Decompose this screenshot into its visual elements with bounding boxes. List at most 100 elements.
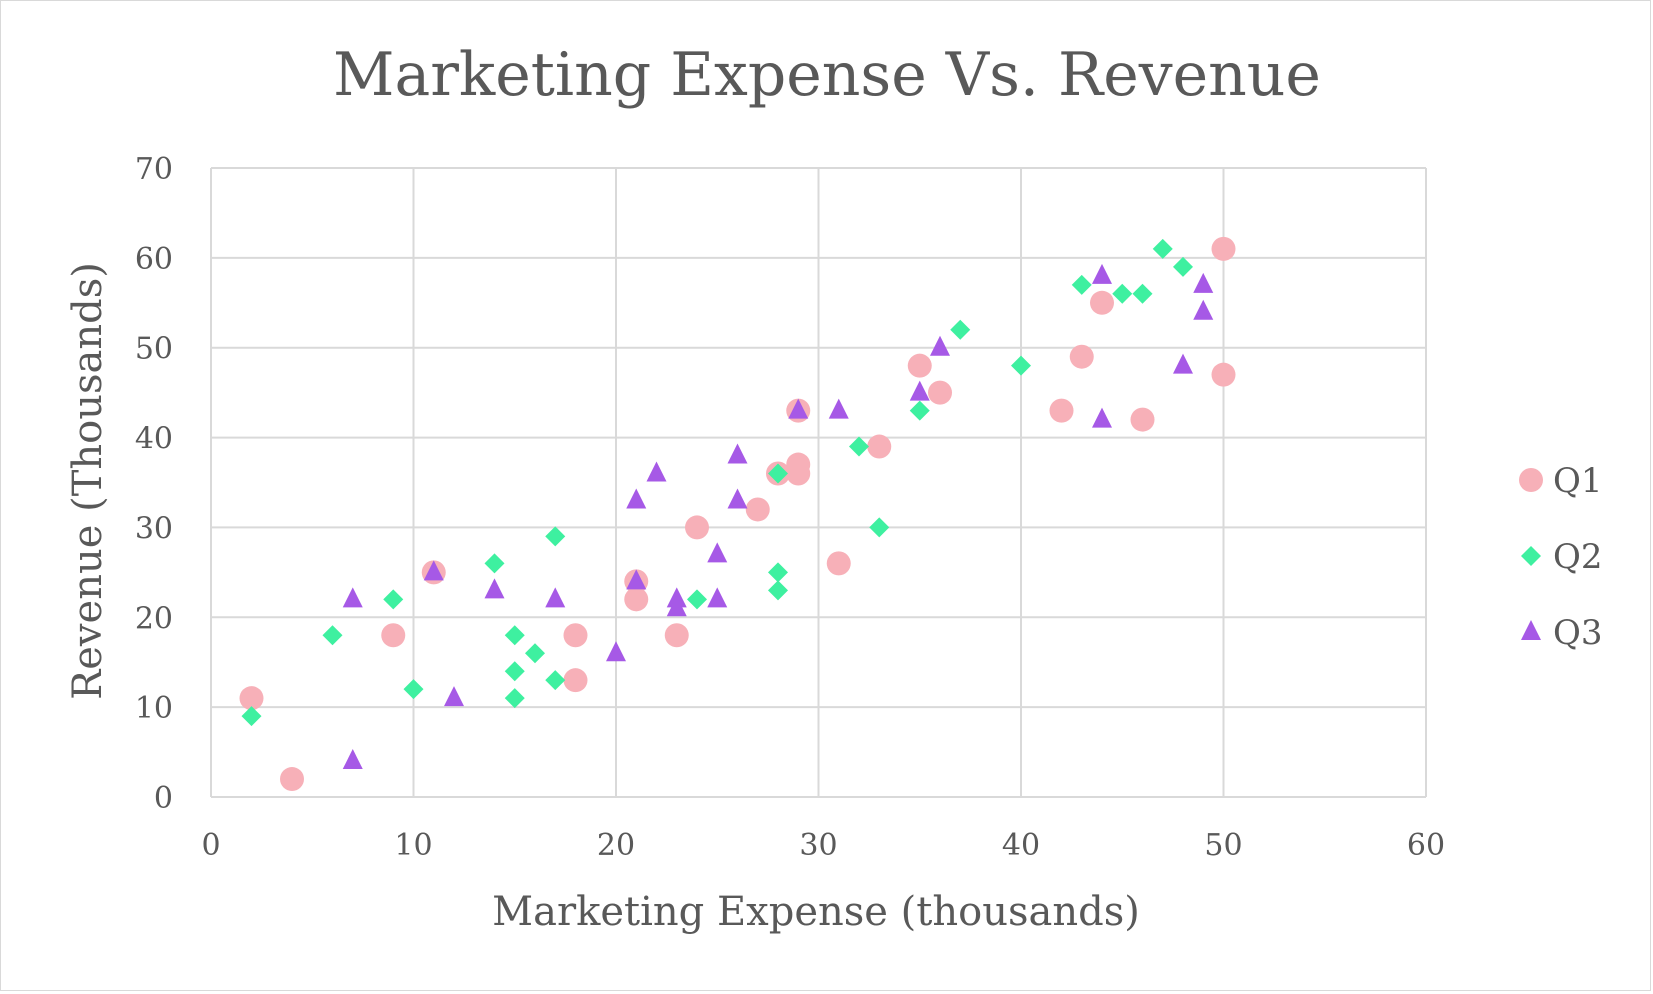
data-point-q3 — [646, 461, 667, 482]
x-tick-label: 60 — [1407, 828, 1445, 863]
x-tick-label: 30 — [799, 828, 837, 863]
data-point-q3 — [707, 542, 728, 563]
data-point-q3 — [626, 488, 647, 509]
data-point-q2 — [687, 589, 707, 610]
data-point-q1 — [664, 623, 689, 648]
data-point-q2 — [504, 625, 525, 646]
data-point-q2 — [241, 706, 262, 727]
data-point-q2 — [768, 562, 788, 583]
data-point-q3 — [727, 443, 748, 464]
data-point-q3 — [626, 569, 647, 590]
legend-label: Q1 — [1553, 461, 1603, 501]
data-point-q2 — [504, 661, 525, 682]
data-point-q1 — [280, 767, 304, 792]
data-point-q1 — [1130, 407, 1155, 432]
data-point-q3 — [727, 488, 748, 509]
data-point-q1 — [1211, 236, 1236, 261]
data-point-q3 — [444, 686, 464, 707]
data-point-q1 — [239, 686, 264, 711]
data-point-q2 — [849, 436, 869, 457]
legend-label: Q3 — [1553, 613, 1603, 653]
data-point-q1 — [1211, 362, 1236, 387]
data-point-q2 — [1011, 355, 1031, 376]
data-point-q1 — [867, 434, 892, 459]
data-point-q2 — [768, 580, 788, 601]
x-tick-label: 10 — [394, 828, 432, 863]
data-point-q1 — [685, 515, 709, 540]
data-point-q3 — [1193, 299, 1214, 320]
data-point-q1 — [381, 623, 406, 648]
data-point-q2 — [768, 463, 788, 484]
data-point-q3 — [484, 578, 505, 599]
legend-marker-q2 — [1521, 546, 1541, 566]
chart-title: Marketing Expense Vs. Revenue — [333, 40, 1321, 110]
y-tick-label: 30 — [135, 511, 173, 546]
x-tick-label: 0 — [201, 828, 220, 863]
data-point-q1 — [563, 668, 588, 693]
data-point-q2 — [1132, 283, 1153, 304]
y-tick-label: 50 — [135, 332, 173, 367]
data-point-q3 — [1193, 272, 1214, 293]
data-point-q1 — [1049, 398, 1074, 423]
data-point-q2 — [545, 670, 566, 691]
data-point-q1 — [624, 587, 649, 612]
data-point-q2 — [1112, 283, 1133, 304]
data-point-q2 — [909, 400, 930, 421]
data-point-q3 — [423, 560, 444, 581]
data-point-q3 — [666, 596, 687, 617]
legend-marker-q1 — [1519, 468, 1543, 492]
y-tick-label: 0 — [154, 781, 173, 816]
x-axis-title: Marketing Expense (thousands) — [492, 889, 1140, 935]
data-point-q3 — [707, 587, 728, 608]
data-point-q2 — [869, 517, 890, 538]
legend: Q1 Q2 Q3 — [1519, 461, 1603, 653]
series-q2 — [241, 238, 1193, 727]
x-tick-label: 20 — [597, 828, 635, 863]
data-point-q1 — [745, 497, 770, 522]
y-tick-label: 60 — [135, 242, 173, 277]
data-point-q2 — [322, 625, 343, 646]
data-point-q2 — [403, 679, 424, 700]
data-point-q2 — [484, 553, 505, 574]
legend-marker-q3 — [1521, 620, 1541, 640]
y-tick-label: 10 — [135, 691, 173, 726]
y-axis-title: Revenue (Thousands) — [65, 262, 111, 700]
data-point-q3 — [1092, 407, 1112, 428]
data-point-q3 — [1173, 353, 1193, 374]
data-point-q3 — [909, 380, 930, 401]
legend-item-q3: Q3 — [1521, 613, 1603, 653]
legend-label: Q2 — [1553, 537, 1603, 577]
x-tick-label: 50 — [1204, 828, 1242, 863]
data-point-q3 — [828, 398, 849, 419]
data-point-q3 — [342, 587, 363, 608]
data-point-q3 — [930, 335, 950, 356]
data-point-q2 — [383, 589, 404, 610]
axis-ticks: 0 10 20 30 40 50 60 70 0 10 20 30 40 50 60 — [135, 152, 1445, 863]
data-points — [239, 236, 1236, 792]
data-point-q1 — [786, 461, 811, 486]
data-point-q2 — [950, 319, 971, 340]
y-tick-label: 70 — [135, 152, 173, 187]
data-point-q1 — [907, 353, 932, 378]
data-point-q1 — [928, 380, 952, 405]
data-point-q3 — [1092, 263, 1112, 284]
data-point-q3 — [342, 749, 363, 770]
data-point-q1 — [563, 623, 588, 648]
legend-item-q1: Q1 — [1519, 461, 1603, 501]
data-point-q1 — [826, 551, 851, 576]
data-point-q1 — [1069, 344, 1094, 369]
data-point-q2 — [504, 688, 525, 709]
data-point-q2 — [545, 526, 566, 547]
data-point-q2 — [1173, 256, 1193, 277]
series-q1 — [239, 236, 1236, 792]
series-q3 — [342, 263, 1214, 770]
data-point-q2 — [1152, 238, 1173, 259]
data-point-q2 — [1071, 274, 1092, 295]
y-tick-label: 40 — [135, 422, 173, 457]
data-point-q3 — [788, 398, 809, 419]
data-point-q3 — [606, 641, 626, 662]
data-point-q2 — [525, 643, 545, 664]
x-tick-label: 40 — [1002, 828, 1040, 863]
